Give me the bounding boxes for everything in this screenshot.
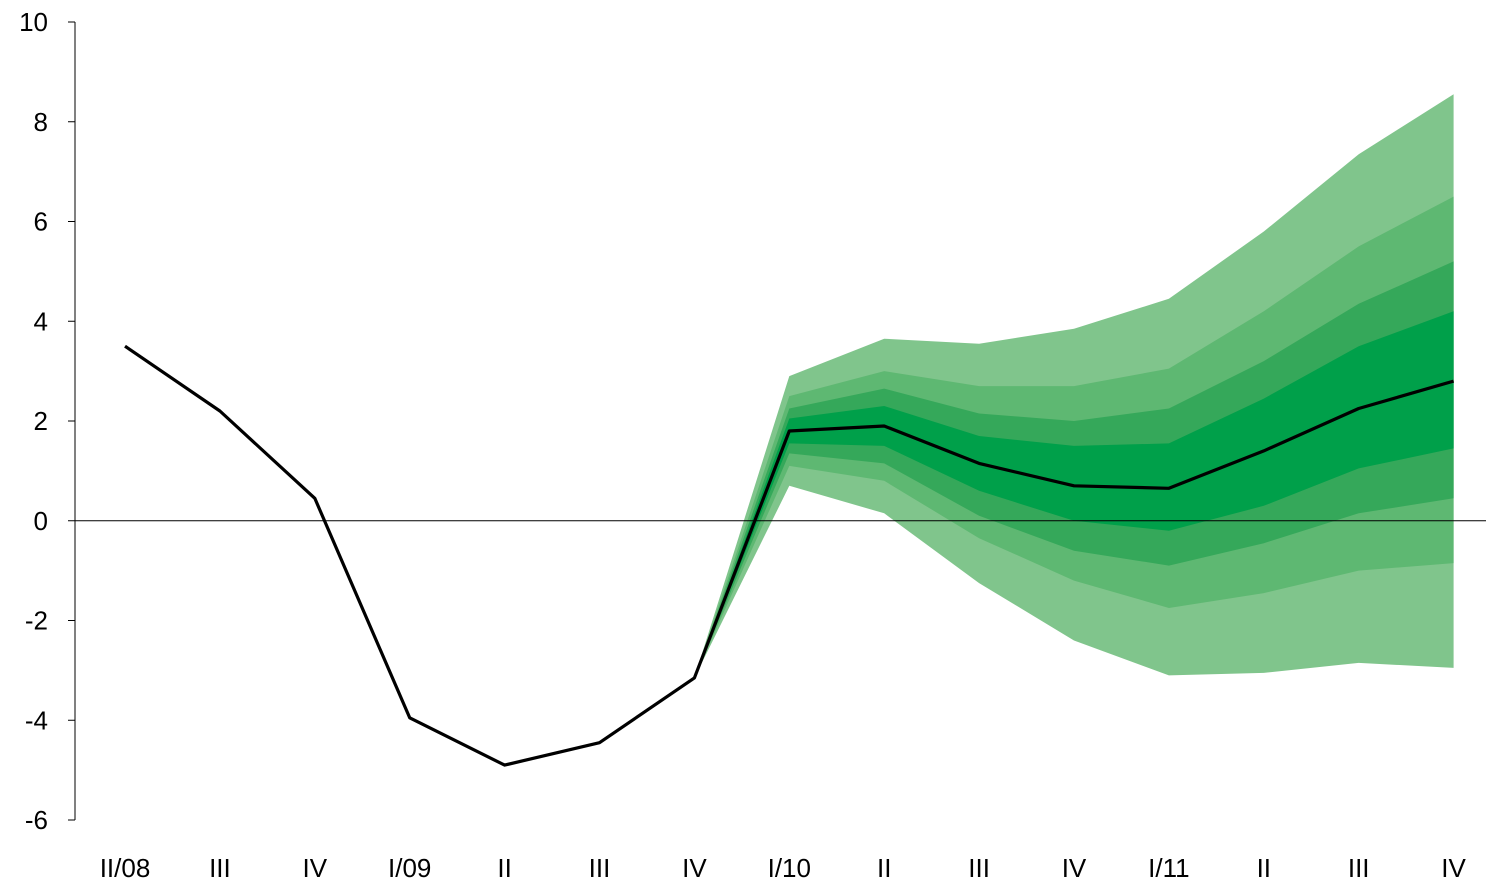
x-tick-label: III: [589, 853, 611, 883]
y-tick-label: 6: [34, 207, 48, 237]
x-tick-label: IV: [682, 853, 707, 883]
x-tick-label: III: [209, 853, 231, 883]
fan-bands: [694, 94, 1454, 678]
x-tick-label: II: [877, 853, 891, 883]
y-tick-label: -4: [25, 705, 48, 735]
y-tick-label: 8: [34, 107, 48, 137]
x-tick-label: III: [968, 853, 990, 883]
x-tick-label: III: [1348, 853, 1370, 883]
y-ticks: 10 8 6 4 2 0 -2 -4 -6: [19, 7, 75, 835]
x-tick-label: I/11: [1148, 853, 1189, 883]
series-lines: [124, 344, 1455, 767]
x-tick-label: IV: [1062, 853, 1087, 883]
fan-band-4: [694, 311, 1454, 678]
x-tick-label: II: [1257, 853, 1271, 883]
y-tick-label: -2: [25, 606, 48, 636]
y-tick-label: 10: [19, 7, 48, 37]
x-tick-label: IV: [1441, 853, 1466, 883]
x-tick-label: I/10: [768, 853, 811, 883]
x-tick-labels: II/08 III IV I/09 II III IV I/10 II III IV I/11 II II…: [100, 853, 1467, 883]
y-tick-label: 4: [34, 306, 48, 336]
y-tick-label: 2: [34, 406, 48, 436]
y-tick-label: 0: [34, 506, 48, 536]
x-tick-label: II/08: [100, 853, 151, 883]
x-tick-label: II: [497, 853, 511, 883]
x-tick-label: I/09: [388, 853, 431, 883]
series-line-1: [124, 344, 1455, 767]
y-tick-label: -6: [25, 805, 48, 835]
x-tick-label: IV: [303, 853, 328, 883]
